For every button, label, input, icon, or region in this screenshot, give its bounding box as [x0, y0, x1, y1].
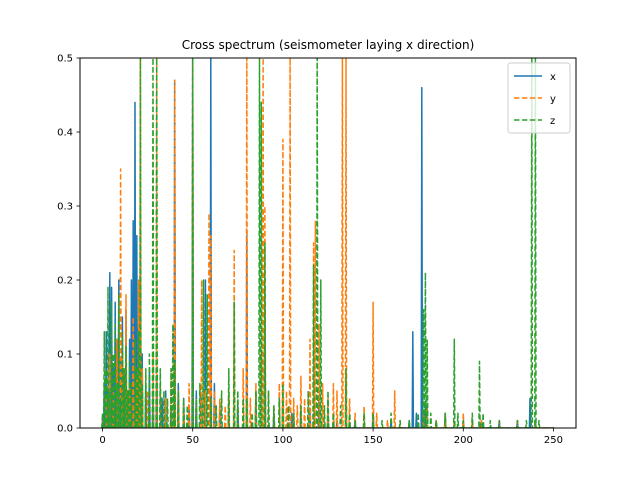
series-z-line: [101, 58, 555, 428]
legend-label-y: y: [550, 94, 556, 105]
y-tick-label: 0.0: [57, 424, 73, 435]
x-tick-label: 100: [273, 435, 292, 446]
series-layer: [101, 58, 555, 428]
y-tick-label: 0.3: [57, 202, 73, 213]
series-x-line: [101, 58, 555, 428]
y-tick-label: 0.5: [57, 54, 73, 65]
x-tick-label: 250: [544, 435, 563, 446]
chart-title: Cross spectrum (seismometer laying x dir…: [182, 38, 475, 52]
legend-label-z: z: [550, 116, 555, 127]
x-tick-label: 200: [454, 435, 473, 446]
plot-frame: [79, 57, 577, 429]
y-axis: 0.0 0.1 0.2 0.3 0.4 0.5: [57, 54, 80, 435]
legend: xyz: [507, 62, 571, 134]
y-tick-label: 0.1: [57, 350, 73, 361]
x-tick-label: 50: [186, 435, 199, 446]
legend-label-x: x: [550, 72, 556, 83]
y-tick-label: 0.4: [57, 128, 73, 139]
x-axis: 0 50 100 150 200 250: [99, 428, 563, 446]
y-tick-label: 0.2: [57, 276, 73, 287]
x-tick-label: 150: [364, 435, 383, 446]
x-tick-label: 0: [99, 435, 105, 446]
